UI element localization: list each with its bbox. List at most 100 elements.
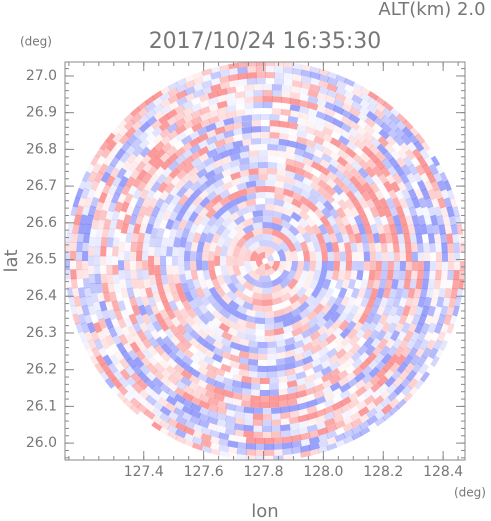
radar-cell (152, 103, 164, 114)
radar-cell (355, 182, 366, 195)
radar-cell (372, 232, 381, 244)
radar-cell (301, 183, 313, 194)
radar-cell (429, 242, 436, 253)
radar-cell (335, 232, 344, 244)
radar-cell (351, 87, 364, 98)
radar-cell (220, 245, 229, 257)
radar-cell (416, 242, 424, 253)
radar-cell (223, 142, 235, 151)
radar-cell (255, 191, 266, 199)
radar-cell (381, 403, 393, 415)
radar-cell (293, 365, 305, 374)
radar-cell (219, 75, 230, 84)
radar-cell (314, 200, 326, 212)
radar-cell (205, 376, 217, 387)
radar-cell (78, 223, 86, 235)
radar-cell (138, 321, 149, 333)
radar-cell (255, 455, 265, 460)
radar-cell (100, 273, 108, 285)
radar-cell (192, 442, 203, 451)
radar-cell (151, 119, 163, 131)
radar-cell (205, 135, 218, 146)
radar-cell (204, 341, 216, 352)
radar-cell (227, 282, 239, 294)
radar-cell (414, 188, 424, 200)
radar-cell (105, 334, 116, 347)
radar-cell (82, 232, 91, 244)
radar-cell (160, 159, 172, 171)
radar-cell (395, 305, 405, 317)
radar-cell (395, 287, 404, 299)
radar-cell (78, 330, 87, 342)
radar-cell (350, 101, 363, 112)
radar-cell (298, 308, 311, 320)
radar-cell (157, 397, 170, 408)
radar-cell (334, 439, 346, 448)
radar-cell (362, 305, 373, 317)
radar-cell (304, 224, 315, 236)
radar-cell (417, 251, 425, 262)
radar-cell (295, 383, 307, 393)
radar-cell (201, 68, 213, 77)
radar-cell (260, 132, 271, 139)
radar-cell (252, 210, 263, 218)
radar-cell (160, 265, 167, 276)
radar-cell (324, 101, 336, 111)
radar-cell (329, 374, 341, 385)
radar-cell (99, 370, 110, 382)
radar-cell (315, 408, 327, 418)
radar-cell (313, 142, 325, 152)
radar-cell (172, 202, 184, 214)
radar-cell (167, 160, 180, 172)
radar-cell (250, 250, 259, 261)
radar-cell (208, 260, 215, 271)
radar-cell (345, 251, 353, 262)
radar-cell (214, 245, 223, 257)
radar-cell (123, 260, 131, 271)
radar-cell (319, 269, 328, 281)
radar-cell (232, 128, 244, 136)
radar-cell (66, 223, 74, 235)
radar-cell (148, 154, 160, 167)
radar-cell (151, 421, 163, 431)
radar-cell (212, 152, 224, 162)
radar-cell (151, 96, 164, 107)
radar-cell (358, 313, 369, 325)
radar-cell (305, 126, 317, 136)
radar-cell (234, 221, 246, 233)
radar-cell (378, 313, 389, 325)
radar-cell (428, 270, 436, 281)
radar-cell (88, 264, 95, 275)
radar-cell (430, 252, 436, 262)
radar-cell (388, 353, 399, 366)
radar-cell (363, 223, 373, 235)
radar-cell (408, 163, 419, 176)
radar-cell (159, 308, 170, 321)
radar-cell (123, 112, 135, 124)
radar-cell (208, 250, 215, 261)
radar-cell (123, 398, 134, 409)
radar-cell (271, 419, 282, 426)
radar-cell (143, 180, 154, 193)
radar-cell (157, 181, 168, 194)
radar-cell (198, 400, 211, 410)
radar-cell (209, 442, 221, 451)
radar-cell (174, 356, 186, 368)
radar-cell (189, 260, 197, 271)
radar-cell (439, 339, 448, 351)
radar-cell (458, 233, 465, 244)
radar-cell (373, 116, 385, 128)
radar-cell (378, 382, 390, 394)
radar-cell (300, 75, 312, 84)
radar-cell (216, 412, 228, 422)
radar-cell (151, 414, 163, 425)
radar-cell (433, 322, 443, 334)
y-tick-label: 26.9 (26, 105, 57, 121)
radar-cell (168, 210, 179, 222)
radar-cell (402, 119, 414, 131)
radar-cell (211, 353, 224, 363)
radar-cell (86, 322, 96, 334)
radar-cell (232, 115, 244, 124)
radar-cell (106, 246, 113, 257)
radar-cell (417, 214, 426, 226)
